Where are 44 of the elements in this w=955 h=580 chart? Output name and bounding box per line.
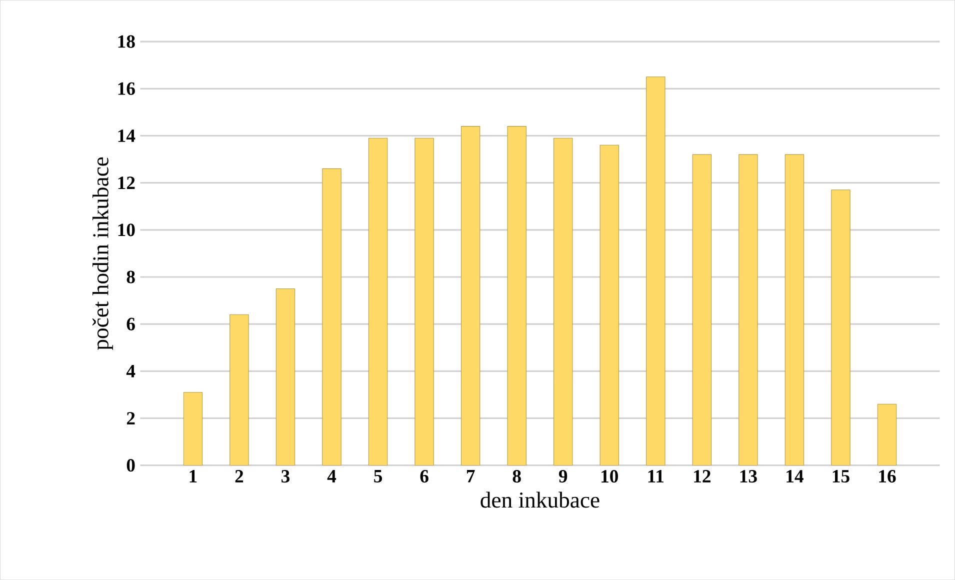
x-tick-label: 15 (832, 470, 850, 482)
bar (831, 190, 850, 466)
x-tick-label: 5 (374, 470, 382, 482)
y-axis-title: počet hodin inkubace (92, 157, 114, 350)
x-tick-label: 6 (420, 470, 428, 482)
x-tick-label: 3 (282, 470, 290, 482)
x-tick-label: 11 (648, 470, 664, 482)
y-tick-label: 18 (118, 35, 135, 48)
bar (600, 144, 619, 466)
y-tick-label: 4 (126, 364, 136, 378)
x-axis-title: den inkubace (480, 492, 600, 508)
x-tick-label: 1 (190, 470, 197, 482)
x-tick-label: 13 (740, 470, 757, 482)
bar (692, 154, 712, 466)
bar (368, 138, 388, 466)
y-tick-label: 8 (126, 270, 135, 284)
x-tick-label: 2 (235, 470, 244, 482)
y-tick-label: 0 (126, 458, 135, 472)
bar (230, 314, 249, 466)
bar (877, 404, 897, 466)
bar (414, 138, 434, 466)
x-tick-label: 7 (466, 470, 475, 482)
y-tick-label: 10 (118, 224, 135, 236)
bar (646, 76, 666, 466)
x-tick-label: 16 (879, 470, 896, 482)
x-tick-label: 9 (558, 470, 568, 482)
y-tick-label: 16 (118, 82, 135, 95)
bar (276, 288, 296, 466)
bar (183, 392, 203, 466)
bar (507, 126, 526, 466)
bar (784, 154, 804, 466)
x-tick-label: 4 (327, 470, 336, 482)
bar (322, 168, 342, 466)
y-tick-label: 2 (126, 412, 135, 424)
x-tick-label: 12 (694, 470, 710, 482)
bar (460, 126, 480, 466)
y-tick-label: 6 (126, 318, 135, 330)
x-tick-label: 14 (786, 470, 804, 482)
bar (554, 138, 573, 466)
x-tick-label: 8 (512, 470, 521, 483)
x-tick-label: 10 (602, 470, 618, 483)
bar (738, 154, 758, 466)
y-tick-label: 14 (118, 129, 136, 142)
y-tick-label: 12 (118, 176, 135, 189)
